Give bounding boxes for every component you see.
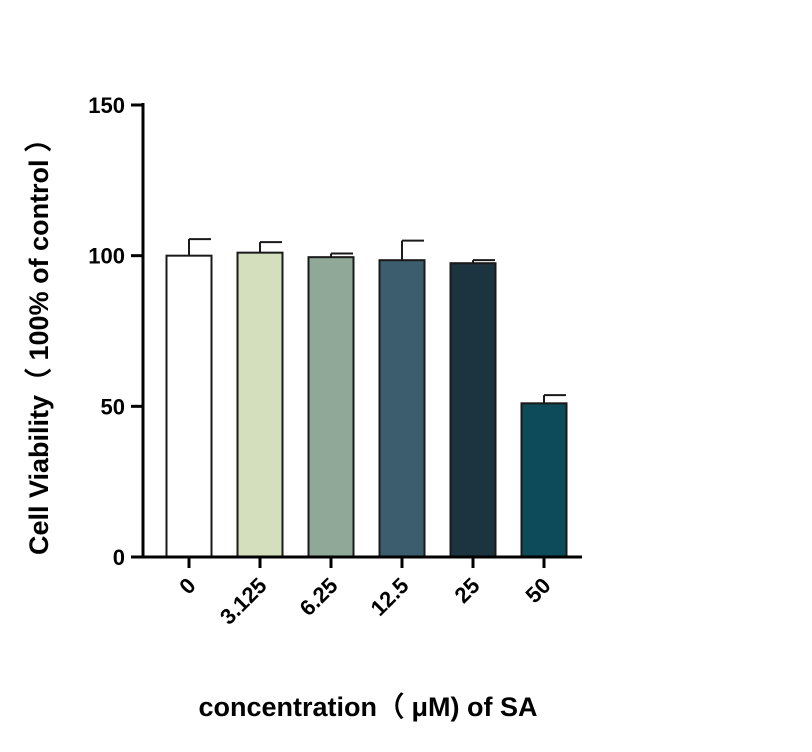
bars-group xyxy=(165,251,568,559)
x-axis-title: concentration（ μM) of SA xyxy=(198,692,537,722)
x-tick-label: 0 xyxy=(174,573,200,599)
y-ticks-group: 0 50 100 150 xyxy=(88,93,143,570)
bar-0 xyxy=(165,254,213,559)
error-bars-group xyxy=(188,238,566,404)
bar-50 xyxy=(520,402,568,558)
bar-3.125 xyxy=(236,251,284,559)
plot-area: 0 50 100 150 0 3.125 6.25 12.5 25 50 xyxy=(88,93,582,629)
y-tick-label: 0 xyxy=(113,545,125,570)
x-tick-label: 12.5 xyxy=(366,573,414,621)
x-tick-label: 50 xyxy=(521,573,556,608)
y-tick-label: 150 xyxy=(88,93,125,118)
bar-25 xyxy=(449,262,497,558)
y-axis-title: Cell Viability（ 100% of control ） xyxy=(24,125,54,555)
x-tick-label: 3.125 xyxy=(215,573,272,630)
x-ticks-group: 0 3.125 6.25 12.5 25 50 xyxy=(174,557,556,630)
x-tick-label: 6.25 xyxy=(295,573,343,621)
bar-6.25 xyxy=(307,256,355,558)
x-tick-label: 25 xyxy=(450,573,485,608)
bar-12.5 xyxy=(378,259,426,558)
y-tick-label: 100 xyxy=(88,244,125,269)
y-tick-label: 50 xyxy=(101,394,125,419)
